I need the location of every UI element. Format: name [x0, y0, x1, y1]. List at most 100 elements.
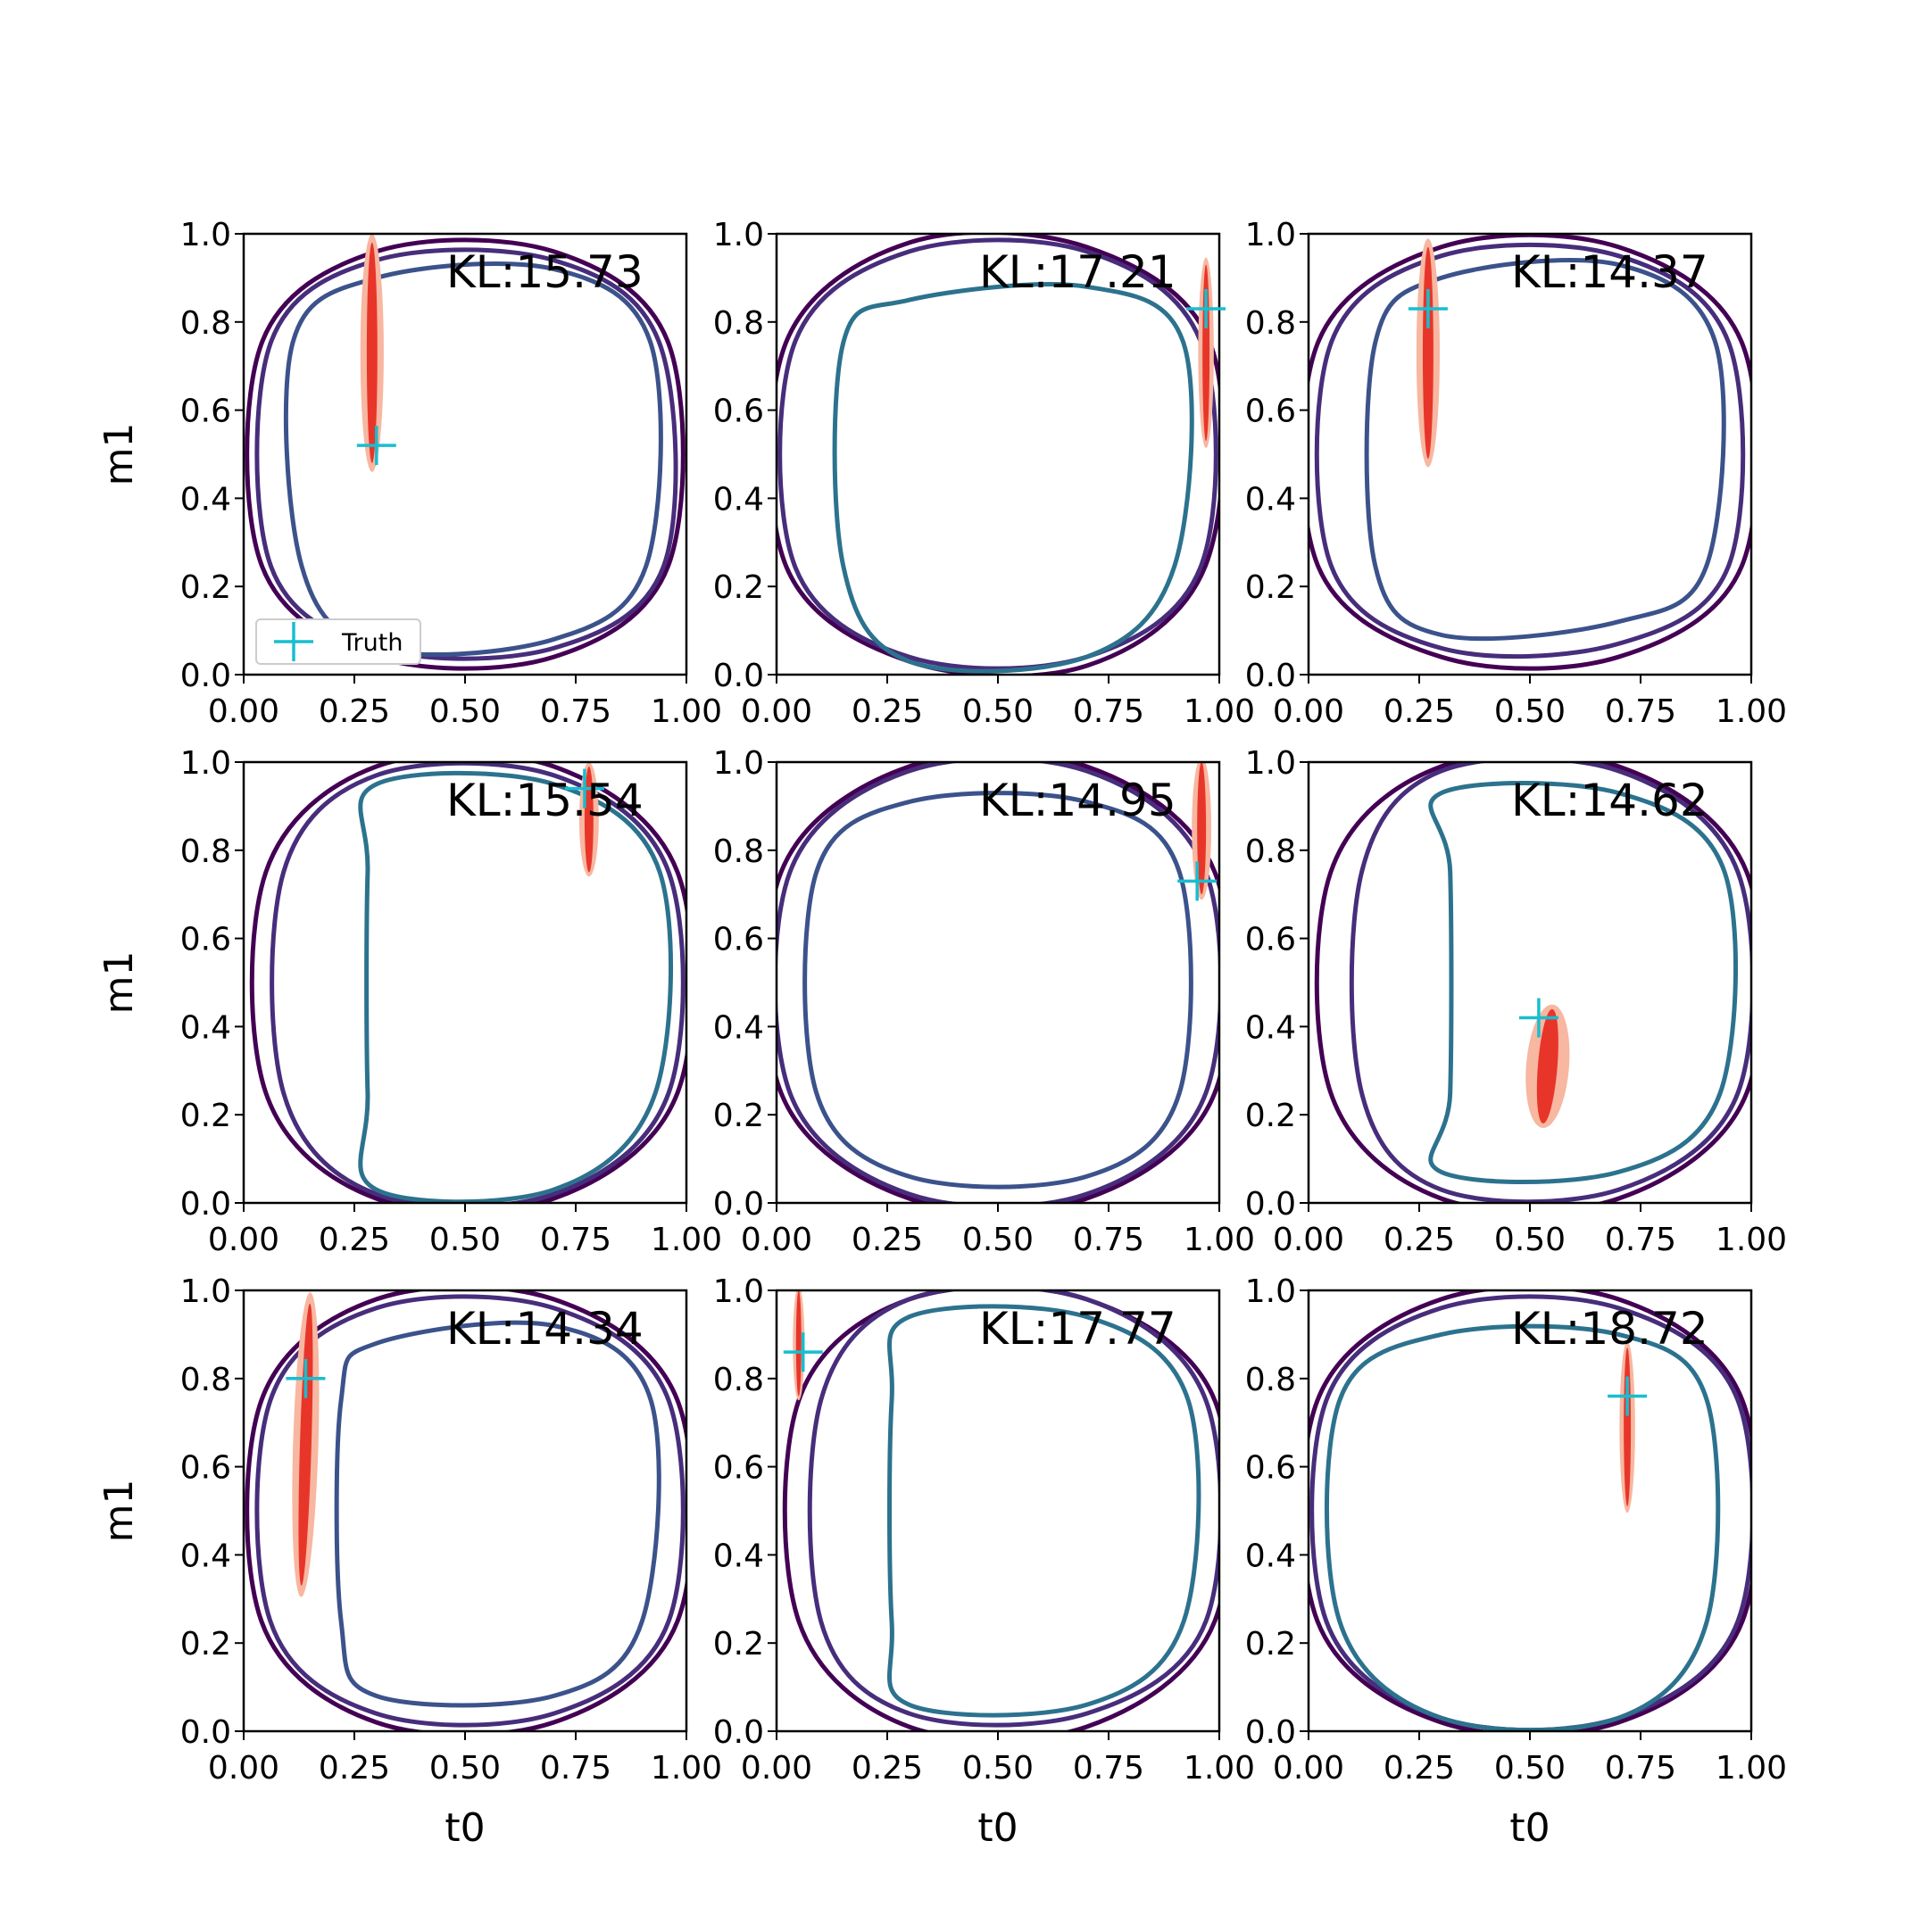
- kl-annotation: KL:14.95: [979, 775, 1176, 826]
- y-tick-label: 1.0: [180, 217, 231, 253]
- y-tick-label: 0.0: [180, 658, 231, 694]
- contour-level-2: [254, 1294, 686, 1728]
- posterior-core: [298, 1303, 313, 1586]
- y-tick-label: 1.0: [1245, 217, 1296, 253]
- plot-area: [1314, 762, 1751, 1203]
- contour-level-2: [1349, 762, 1751, 1203]
- y-tick-label: 0.8: [180, 305, 231, 342]
- y-tick-label: 0.6: [180, 922, 231, 958]
- y-tick-label: 1.0: [713, 1273, 764, 1310]
- subplot-9: KL:18.72 0.00 0.25 0.50 0.75 1.00 0.0 0.2 0.4 0.6…: [1245, 1273, 1787, 1851]
- contour-level-3: [358, 770, 674, 1203]
- y-tick-label: 0.2: [713, 1098, 764, 1134]
- y-tick-label: 0.8: [1245, 1362, 1296, 1398]
- y-tick-label: 0.2: [713, 569, 764, 606]
- x-axis-label: t0: [1509, 1805, 1550, 1851]
- x-tick-label: 1.00: [651, 1750, 722, 1787]
- contour-level-1: [245, 1290, 686, 1731]
- plot-area: [782, 1290, 1219, 1731]
- y-tick-label: 0.4: [1245, 1538, 1296, 1574]
- posterior-core: [584, 766, 594, 873]
- y-tick-label: 0.4: [180, 1009, 231, 1046]
- contour-level-1: [782, 1290, 1219, 1731]
- kl-annotation: KL:15.73: [446, 246, 644, 298]
- y-tick-label: 0.6: [1245, 922, 1296, 958]
- x-tick-label: 0.75: [540, 1750, 611, 1787]
- posterior-core: [1422, 246, 1434, 459]
- posterior-core: [1536, 1008, 1558, 1124]
- x-tick-label: 0.00: [1273, 693, 1344, 730]
- x-tick-label: 0.50: [1494, 1222, 1566, 1258]
- y-tick-label: 0.6: [180, 394, 231, 430]
- y-tick-label: 0.2: [1245, 569, 1296, 606]
- y-tick-label: 0.0: [1245, 1186, 1296, 1223]
- x-tick-label: 0.00: [1273, 1750, 1344, 1787]
- x-tick-label: 0.50: [429, 1222, 501, 1258]
- kl-annotation: KL:15.54: [446, 775, 644, 826]
- x-tick-label: 0.00: [741, 1750, 812, 1787]
- legend: Truth: [255, 618, 421, 665]
- y-tick-label: 0.4: [1245, 481, 1296, 518]
- x-tick-label: 1.00: [1184, 1222, 1255, 1258]
- plot-area: [245, 1290, 686, 1731]
- contour-level-2: [254, 247, 678, 661]
- y-tick-label: 0.2: [180, 1626, 231, 1663]
- x-tick-label: 0.50: [962, 1750, 1034, 1787]
- x-tick-label: 0.50: [962, 1222, 1034, 1258]
- y-tick-label: 0.0: [180, 1186, 231, 1223]
- x-tick-label: 0.75: [540, 1222, 611, 1258]
- x-tick-label: 0.75: [1073, 693, 1144, 730]
- x-tick-label: 1.00: [1184, 693, 1255, 730]
- x-tick-label: 0.25: [319, 693, 390, 730]
- contour-level-3: [802, 791, 1193, 1190]
- contour-level-3: [1364, 258, 1726, 642]
- y-tick-label: 0.4: [180, 481, 231, 518]
- x-tick-label: 1.00: [651, 1222, 722, 1258]
- y-tick-label: 0.0: [713, 1714, 764, 1751]
- y-tick-label: 0.4: [713, 1538, 764, 1574]
- contour-level-3: [1324, 1323, 1721, 1731]
- x-tick-label: 0.50: [1494, 1750, 1566, 1787]
- x-tick-label: 0.00: [741, 1222, 812, 1258]
- y-tick-label: 0.8: [180, 1362, 231, 1398]
- plot-area: [245, 234, 686, 671]
- y-tick-label: 1.0: [180, 1273, 231, 1310]
- x-tick-label: 0.25: [852, 1750, 923, 1787]
- y-tick-label: 1.0: [180, 745, 231, 782]
- contour-level-3: [886, 1304, 1201, 1718]
- y-tick-label: 1.0: [713, 217, 764, 253]
- x-tick-label: 0.75: [1073, 1222, 1144, 1258]
- y-tick-label: 0.0: [180, 1714, 231, 1751]
- y-tick-label: 0.2: [713, 1626, 764, 1663]
- x-tick-label: 0.25: [1384, 1750, 1455, 1787]
- y-tick-label: 0.6: [713, 1450, 764, 1487]
- y-tick-label: 0.2: [1245, 1626, 1296, 1663]
- subplot-7: KL:14.34 0.00 0.25 0.50 0.75 1.00 0.0 0.2 0.4 0.6…: [96, 1273, 722, 1851]
- x-tick-label: 0.25: [1384, 1222, 1455, 1258]
- y-tick-label: 0.8: [1245, 833, 1296, 870]
- kl-annotation: KL:14.37: [1511, 246, 1708, 298]
- y-tick-label: 1.0: [1245, 1273, 1296, 1310]
- axes-frame: [242, 760, 688, 1205]
- posterior-core: [366, 242, 378, 463]
- y-axis-label: m1: [96, 1480, 142, 1543]
- kl-annotation: KL:17.77: [979, 1303, 1176, 1355]
- y-tick-label: 0.6: [180, 1450, 231, 1487]
- x-tick-label: 0.75: [1605, 693, 1676, 730]
- contour-level-1: [1309, 234, 1751, 671]
- x-tick-label: 0.00: [741, 693, 812, 730]
- axes-frame: [1307, 232, 1753, 676]
- x-tick-label: 0.50: [429, 693, 501, 730]
- x-tick-label: 0.25: [319, 1750, 390, 1787]
- y-tick-label: 0.4: [713, 481, 764, 518]
- subplot-6: KL:14.62 0.00 0.25 0.50 0.75 1.00 0.0 0.2 0.4 0.6…: [1245, 745, 1787, 1258]
- axes-frame: [1307, 760, 1753, 1205]
- x-tick-label: 0.25: [319, 1222, 390, 1258]
- y-axis-label: m1: [96, 423, 142, 486]
- y-tick-label: 1.0: [713, 745, 764, 782]
- x-axis-label: t0: [445, 1805, 485, 1851]
- x-tick-label: 1.00: [1184, 1750, 1255, 1787]
- y-tick-label: 0.0: [713, 1186, 764, 1223]
